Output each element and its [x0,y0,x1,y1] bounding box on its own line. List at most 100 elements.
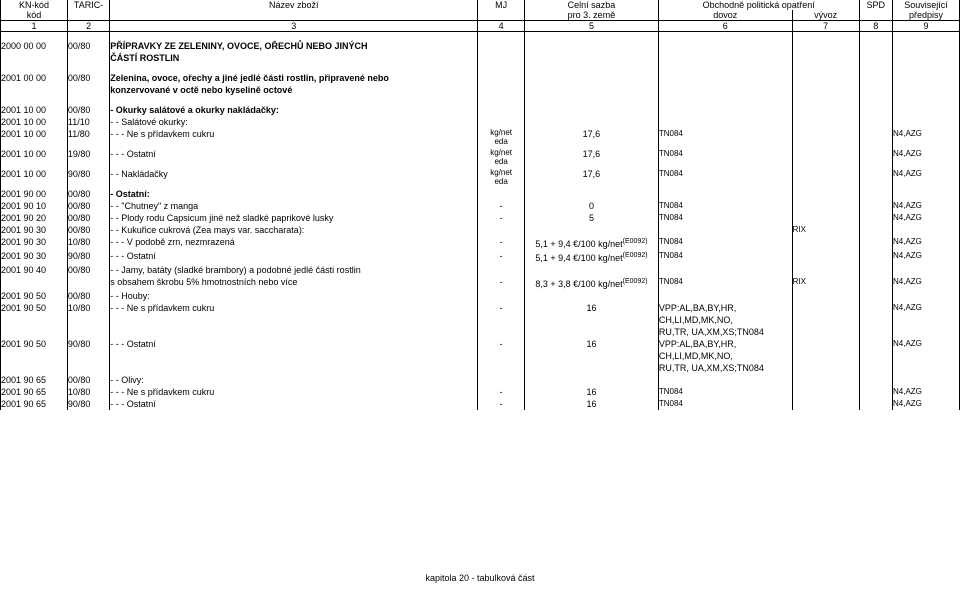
page: KN-kód TARIC- Název zboží MJ Celní sazba… [0,0,960,589]
dovoz: VPP:AL,BA,BY,HR,CH,LI,MD,MK,NO,RU,TR, UA… [658,338,792,374]
blank-row [1,64,960,72]
predpisy: N4,AZG [893,168,960,188]
hdr-c1-l2: kód [1,10,68,21]
blank-row [1,32,960,41]
kn-code: 2001 90 65 [1,398,68,410]
description: - - Olivy: [110,374,478,386]
sazba: 5,1 + 9,4 €/100 kg/net(E0092) [525,236,659,250]
taric-code: 00/80 [67,290,109,302]
taric-code: 00/80 [67,188,109,200]
num-8: 8 [859,21,892,32]
num-6: 6 [658,21,792,32]
header-numrow: 1 2 3 4 5 6 7 8 9 [1,21,960,32]
predpisy: N4,AZG [893,386,960,398]
kn-code: 2001 90 65 [1,386,68,398]
dovoz: TN084 [658,236,792,250]
table-row: 2001 90 4000/80- - Jamy, batáty (sladké … [1,264,960,276]
hdr-c8-l2 [859,10,892,21]
sazba: 0 [525,200,659,212]
kn-code: 2001 10 00 [1,148,68,168]
dovoz: TN084 [658,148,792,168]
predpisy: N4,AZG [893,398,960,410]
sazba: 16 [525,338,659,374]
hdr-c1-l1: KN-kód [1,0,68,10]
kn-code: 2000 00 00 [1,40,68,52]
table-row: 2001 10 0000/80- Okurky salátové a okurk… [1,104,960,116]
kn-code: 2001 10 00 [1,104,68,116]
sazba: 5 [525,212,659,224]
taric-code: 00/80 [67,104,109,116]
taric-code: 00/80 [67,40,109,52]
mj: kg/neteda [478,148,525,168]
description: - - Salátové okurky: [110,116,478,128]
description: - - Nakládačky [110,168,478,188]
description: - - - Ne s přídavkem cukru [110,302,478,338]
hdr-c3-l2 [110,10,478,21]
mj: kg/neteda [478,168,525,188]
table-row: 2001 90 3010/80- - - V podobě zrn, nezmr… [1,236,960,250]
description: PŘÍPRAVKY ZE ZELENINY, OVOCE, OŘECHŮ NEB… [110,40,478,52]
predpisy: N4,AZG [893,212,960,224]
sazba: 16 [525,398,659,410]
kn-code: 2001 90 65 [1,374,68,386]
taric-code: 00/80 [67,264,109,276]
taric-code: 00/80 [67,72,109,84]
taric-code: 90/80 [67,168,109,188]
table-row: 2001 10 0019/80- - - Ostatníkg/neteda17,… [1,148,960,168]
table-row: konzervované v octě nebo kyselině octové [1,84,960,96]
kn-code: 2001 90 30 [1,224,68,236]
taric-code: 11/10 [67,116,109,128]
sazba: 17,6 [525,128,659,148]
description: s obsahem škrobu 5% hmotnostních nebo ví… [110,276,478,290]
predpisy: N4,AZG [893,200,960,212]
hdr-c7-l2: vývoz [792,10,859,21]
description: - - - Ne s přídavkem cukru [110,386,478,398]
table-row: 2001 90 5010/80- - - Ne s přídavkem cukr… [1,302,960,338]
description: - Ostatní: [110,188,478,200]
sazba: 8,3 + 3,8 €/100 kg/net(E0092) [525,276,659,290]
num-3: 3 [110,21,478,32]
mj: - [478,212,525,224]
vyvoz: RIX [792,224,859,236]
dovoz: TN084 [658,200,792,212]
table-row: 2001 90 5000/80- - Houby: [1,290,960,302]
table-row: 2001 90 0000/80- Ostatní: [1,188,960,200]
taric-code: 10/80 [67,236,109,250]
taric-code [67,276,109,290]
mj: - [478,236,525,250]
num-1: 1 [1,21,68,32]
kn-code: 2001 90 30 [1,250,68,264]
table-row: 2001 00 0000/80Zelenina, ovoce, ořechy a… [1,72,960,84]
taric-code: 00/80 [67,224,109,236]
dovoz: TN084 [658,128,792,148]
num-4: 4 [478,21,525,32]
description: - - - Ostatní [110,148,478,168]
dovoz: TN084 [658,250,792,264]
dovoz: VPP:AL,BA,BY,HR,CH,LI,MD,MK,NO,RU,TR, UA… [658,302,792,338]
dovoz: TN084 [658,276,792,290]
description: konzervované v octě nebo kyselině octové [110,84,478,96]
description: - - Kukuřice cukrová (Zea mays var. sacc… [110,224,478,236]
sazba: 16 [525,302,659,338]
sazba: 17,6 [525,168,659,188]
mj: - [478,302,525,338]
description: - - - Ostatní [110,398,478,410]
dovoz: TN084 [658,398,792,410]
predpisy: N4,AZG [893,128,960,148]
kn-code [1,52,68,64]
predpisy: N4,AZG [893,276,960,290]
taric-code: 11/80 [67,128,109,148]
kn-code [1,84,68,96]
kn-code: 2001 90 30 [1,236,68,250]
kn-code: 2001 90 50 [1,302,68,338]
footer-text: kapitola 20 - tabulková část [0,573,960,583]
description: - - Plody rodu Capsicum jiné než sladké … [110,212,478,224]
num-2: 2 [67,21,109,32]
taric-code: 90/80 [67,250,109,264]
kn-code: 2001 10 00 [1,116,68,128]
hdr-c3-l1: Název zboží [110,0,478,10]
description: - - Houby: [110,290,478,302]
hdr-c6-l1: Obchodně politická opatření [658,0,859,10]
kn-code: 2001 90 00 [1,188,68,200]
mj: - [478,398,525,410]
